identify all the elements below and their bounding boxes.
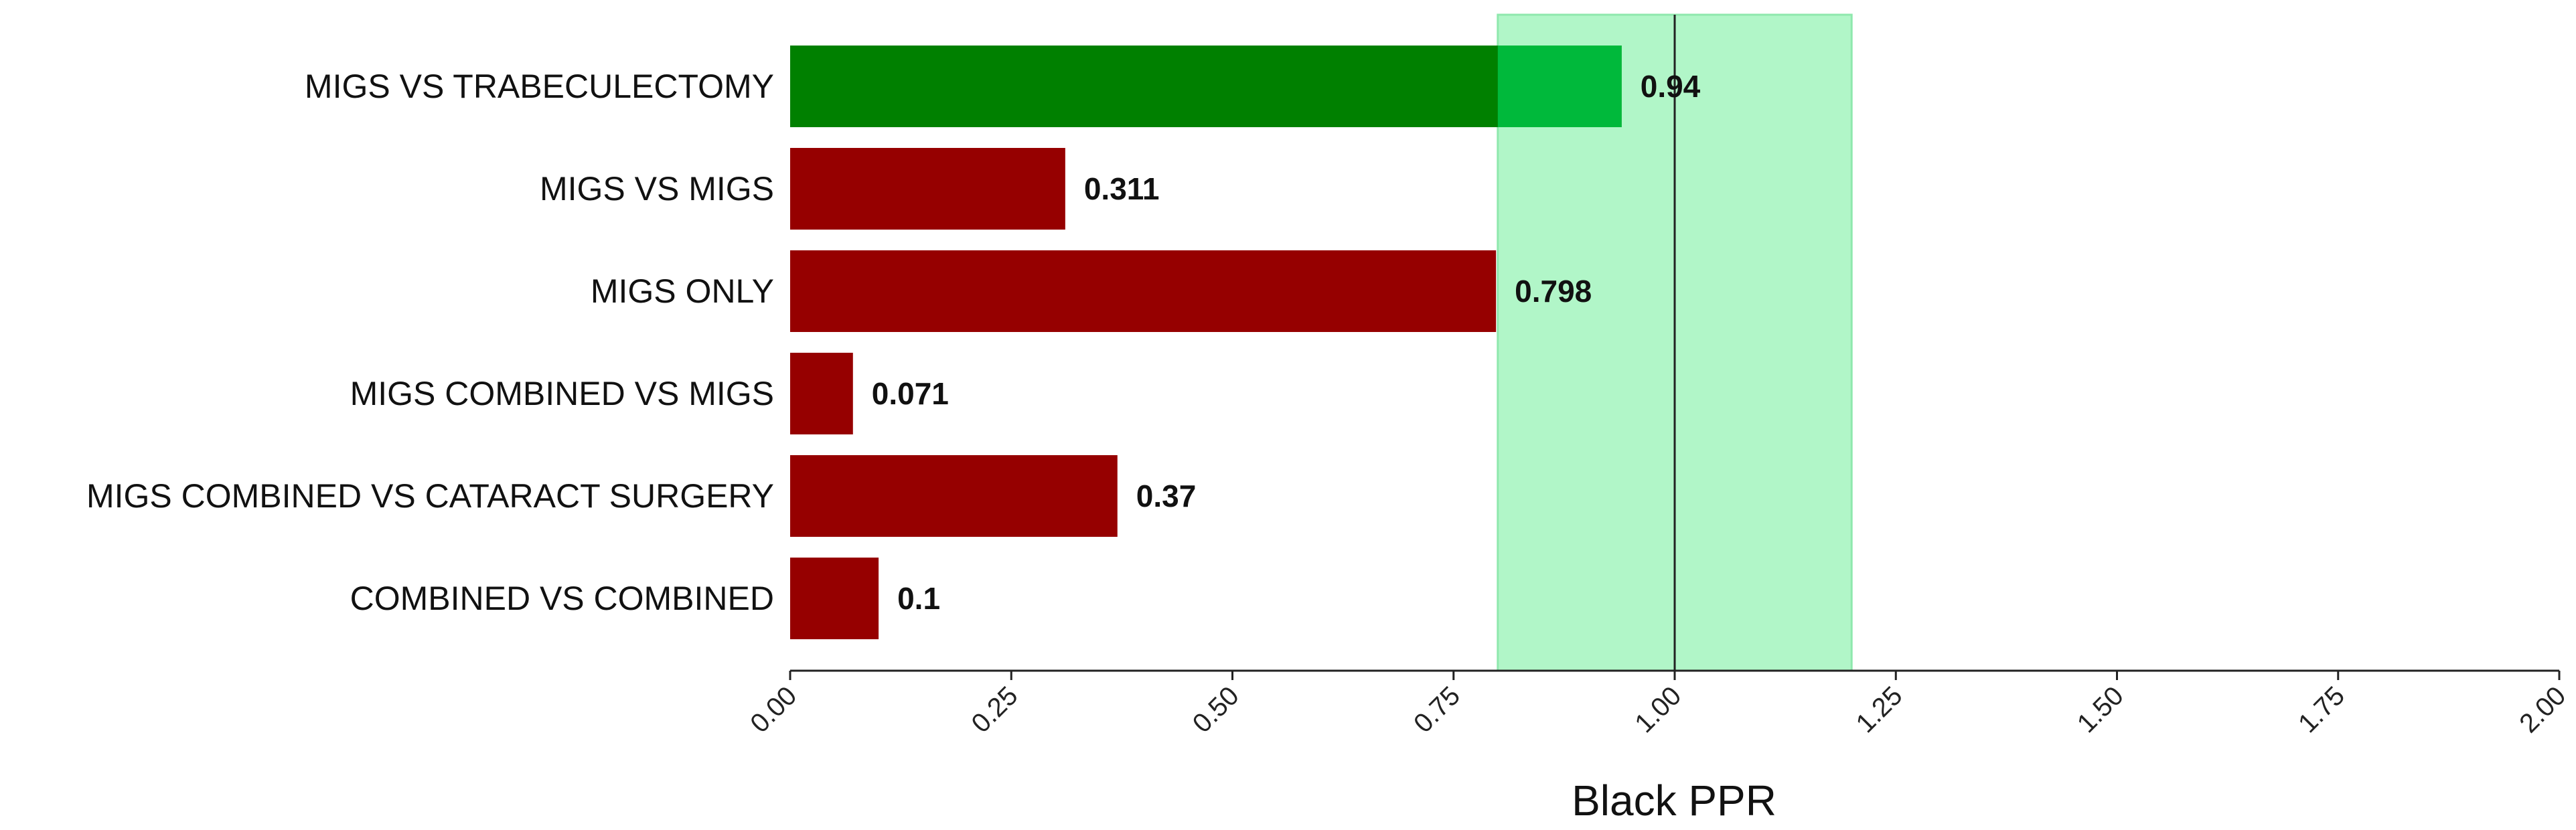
x-tick-label: 2.00 xyxy=(2514,681,2571,738)
x-tick-label: 0.75 xyxy=(1408,681,1466,738)
bar xyxy=(790,148,1065,230)
data-label: 0.94 xyxy=(1641,69,1701,104)
x-tick-label: 0.25 xyxy=(966,681,1023,738)
category-label: MIGS VS MIGS xyxy=(540,170,774,208)
data-label: 0.071 xyxy=(872,376,949,411)
category-label: MIGS VS TRABECULECTOMY xyxy=(305,68,774,105)
category-label: MIGS ONLY xyxy=(591,272,774,310)
x-tick-label: 1.25 xyxy=(1850,681,1908,738)
bar-band-overlap xyxy=(1497,46,1622,127)
bars-layer xyxy=(790,46,1622,639)
x-tick-label: 1.50 xyxy=(2072,681,2129,738)
x-tick-label: 0.00 xyxy=(745,681,802,738)
x-tick-label: 1.75 xyxy=(2293,681,2350,738)
x-tick-label: 0.50 xyxy=(1187,681,1245,738)
x-axis: 0.00 0.25 0.50 0.75 1.00 1.25 1.50 1.75 2.00 xyxy=(745,669,2571,738)
labels-layer: MIGS VS TRABECULECTOMY 0.94 MIGS VS MIGS 0.… xyxy=(86,68,1701,617)
bar xyxy=(790,250,1497,332)
x-tick-label: 1.00 xyxy=(1629,681,1687,738)
data-label: 0.798 xyxy=(1515,274,1592,309)
category-label: MIGS COMBINED VS CATARACT SURGERY xyxy=(86,477,774,515)
data-label: 0.1 xyxy=(897,581,940,616)
band-overlap-layer xyxy=(1497,46,1622,127)
x-axis-title: Black PPR xyxy=(1572,776,1776,825)
data-label: 0.311 xyxy=(1084,171,1160,206)
bar xyxy=(790,558,879,639)
bar xyxy=(790,353,853,434)
category-label: COMBINED VS COMBINED xyxy=(350,580,774,617)
data-label: 0.37 xyxy=(1136,479,1197,513)
bar xyxy=(790,455,1118,537)
bar xyxy=(790,46,1622,127)
category-label: MIGS COMBINED VS MIGS xyxy=(350,375,774,412)
